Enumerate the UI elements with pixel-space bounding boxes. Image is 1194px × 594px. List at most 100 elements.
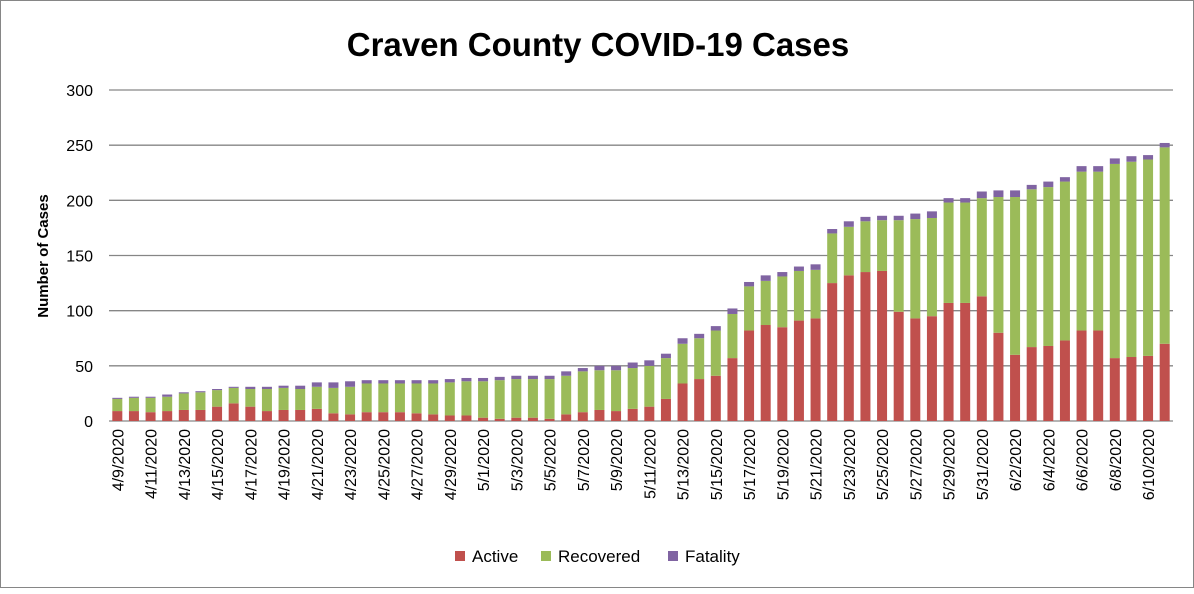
bar-fatality-4-19-2020 <box>278 385 289 388</box>
bar-fatality-6-1-2020 <box>993 190 1004 198</box>
bar-active-4-25-2020 <box>378 412 389 421</box>
bar-active-4-12-2020 <box>162 411 173 421</box>
bar-fatality-5-21-2020 <box>810 264 821 270</box>
bar-recovered-4-26-2020 <box>394 383 405 413</box>
bar-active-5-20-2020 <box>793 320 804 421</box>
bar-recovered-4-16-2020 <box>228 387 239 404</box>
bar-fatality-4-11-2020 <box>145 396 156 398</box>
bar-fatality-6-10-2020 <box>1143 155 1154 160</box>
bar-fatality-4-20-2020 <box>295 385 306 390</box>
legend-label-recovered: Recovered <box>558 547 640 566</box>
bar-fatality-4-30-2020 <box>461 377 472 382</box>
bar-active-6-8-2020 <box>1109 358 1120 421</box>
y-tick-label: 50 <box>75 359 93 376</box>
bar-recovered-5-12-2020 <box>660 358 671 399</box>
bar-recovered-5-21-2020 <box>810 269 821 319</box>
bar-fatality-4-9-2020 <box>112 397 123 399</box>
bar-recovered-4-14-2020 <box>195 392 206 410</box>
x-tick-label: 4/9/2020 <box>110 429 127 491</box>
bar-active-5-6-2020 <box>561 414 572 421</box>
bar-recovered-5-30-2020 <box>960 202 971 303</box>
bar-recovered-5-1-2020 <box>478 381 489 418</box>
bar-active-5-19-2020 <box>777 327 788 421</box>
bar-recovered-4-27-2020 <box>411 383 422 414</box>
bar-active-6-6-2020 <box>1076 330 1087 421</box>
bar-fatality-4-24-2020 <box>361 380 372 384</box>
bar-fatality-5-27-2020 <box>910 213 921 220</box>
bar-fatality-6-9-2020 <box>1126 156 1137 162</box>
bar-recovered-5-14-2020 <box>694 338 705 380</box>
bar-recovered-5-13-2020 <box>677 343 688 384</box>
x-tick-label: 5/13/2020 <box>676 429 693 500</box>
bar-fatality-5-30-2020 <box>960 198 971 203</box>
bar-active-5-10-2020 <box>627 408 638 421</box>
bar-active-5-25-2020 <box>877 270 888 421</box>
bar-recovered-4-21-2020 <box>311 386 322 409</box>
bar-active-4-9-2020 <box>112 411 123 421</box>
bar-recovered-5-28-2020 <box>926 217 937 317</box>
bar-fatality-5-12-2020 <box>660 353 671 359</box>
bar-fatality-5-28-2020 <box>926 211 937 218</box>
x-tick-label: 5/19/2020 <box>775 429 792 500</box>
bar-fatality-5-18-2020 <box>760 275 771 281</box>
bar-recovered-5-23-2020 <box>843 226 854 276</box>
bar-active-4-20-2020 <box>295 409 306 421</box>
x-tick-label: 5/21/2020 <box>809 429 826 500</box>
x-tick-label: 6/4/2020 <box>1041 429 1058 491</box>
bar-fatality-5-5-2020 <box>544 375 555 380</box>
bar-active-4-17-2020 <box>245 406 256 421</box>
bar-active-6-5-2020 <box>1059 340 1070 421</box>
bar-active-4-30-2020 <box>461 415 472 421</box>
bar-recovered-5-18-2020 <box>760 280 771 326</box>
x-tick-label: 6/2/2020 <box>1008 429 1025 491</box>
bar-active-6-3-2020 <box>1026 347 1037 421</box>
bar-recovered-5-10-2020 <box>627 368 638 409</box>
bar-active-4-11-2020 <box>145 412 156 421</box>
x-tick-label: 6/8/2020 <box>1108 429 1125 491</box>
bar-recovered-5-29-2020 <box>943 202 954 303</box>
bar-active-6-9-2020 <box>1126 357 1137 421</box>
bar-fatality-5-24-2020 <box>860 216 871 222</box>
x-axis-ticks: 4/9/2020 4/11/2020 4/13/2020 4/15/2020 4/17/… <box>110 429 1158 500</box>
bar-fatality-5-11-2020 <box>644 360 655 366</box>
legend-swatch-active <box>455 551 465 561</box>
y-tick-label: 100 <box>66 304 93 321</box>
bar-active-4-15-2020 <box>212 406 223 421</box>
bar-active-6-1-2020 <box>993 332 1004 421</box>
bar-recovered-4-28-2020 <box>428 383 439 415</box>
bar-active-5-22-2020 <box>827 283 838 421</box>
bar-active-4-29-2020 <box>444 415 455 421</box>
bar-fatality-6-7-2020 <box>1093 166 1104 172</box>
bar-recovered-5-16-2020 <box>727 313 738 359</box>
bar-recovered-6-1-2020 <box>993 197 1004 333</box>
y-tick-label: 300 <box>66 83 93 100</box>
y-tick-label: 150 <box>66 249 93 266</box>
bar-fatality-6-6-2020 <box>1076 166 1087 172</box>
bar-recovered-4-18-2020 <box>261 389 272 412</box>
bar-fatality-4-22-2020 <box>328 382 339 388</box>
bar-fatality-5-10-2020 <box>627 362 638 369</box>
bar-recovered-6-11-2020 <box>1159 147 1170 344</box>
bar-recovered-6-5-2020 <box>1059 181 1070 341</box>
bar-active-5-8-2020 <box>594 409 605 421</box>
legend-swatch-recovered <box>541 551 551 561</box>
bars <box>112 142 1170 421</box>
x-tick-label: 6/6/2020 <box>1075 429 1092 491</box>
gridlines <box>109 89 1173 422</box>
bar-fatality-6-11-2020 <box>1159 142 1170 148</box>
y-axis-label: Number of Cases <box>35 194 52 317</box>
bar-fatality-6-4-2020 <box>1043 181 1054 188</box>
bar-fatality-5-16-2020 <box>727 308 738 314</box>
bar-fatality-4-15-2020 <box>212 389 223 391</box>
bar-active-5-16-2020 <box>727 358 738 421</box>
bar-active-6-4-2020 <box>1043 345 1054 421</box>
bar-active-5-4-2020 <box>527 417 538 421</box>
bar-active-5-31-2020 <box>976 296 987 421</box>
bar-active-5-23-2020 <box>843 275 854 421</box>
bar-recovered-6-9-2020 <box>1126 161 1137 358</box>
x-tick-label: 4/17/2020 <box>243 429 260 500</box>
bar-active-5-5-2020 <box>544 418 555 421</box>
bar-active-5-21-2020 <box>810 318 821 421</box>
